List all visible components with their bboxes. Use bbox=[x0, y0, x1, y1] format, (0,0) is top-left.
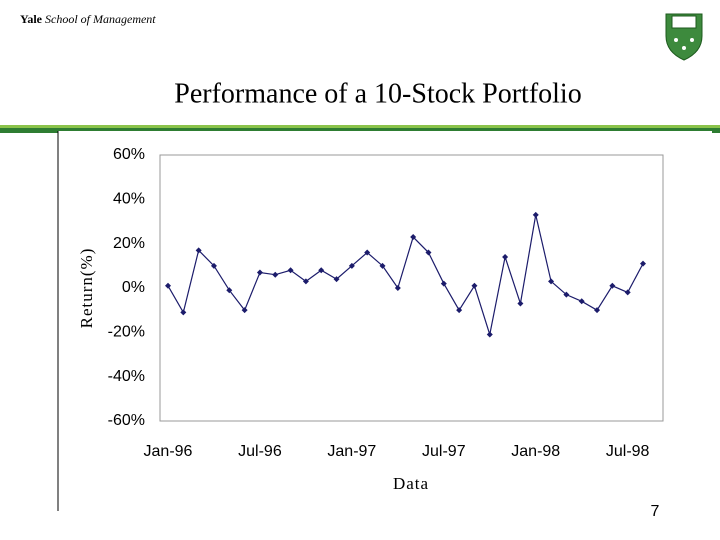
x-tick-label: Jul-97 bbox=[422, 443, 466, 460]
marker bbox=[348, 262, 355, 269]
header: Yale School of Management bbox=[20, 12, 156, 26]
marker bbox=[440, 280, 447, 287]
y-axis-label: Return(%) bbox=[77, 248, 96, 329]
marker bbox=[640, 260, 646, 267]
chart-area bbox=[58, 131, 712, 511]
x-tick-label: Jan-98 bbox=[511, 443, 560, 460]
marker bbox=[502, 253, 509, 260]
chart-title: Performance of a 10-Stock Portfolio bbox=[174, 78, 581, 109]
marker bbox=[379, 262, 386, 269]
y-tick-label: -40% bbox=[108, 368, 145, 385]
plot-area bbox=[159, 154, 664, 422]
x-tick-label: Jan-96 bbox=[144, 443, 193, 460]
x-axis-label: Data bbox=[393, 474, 429, 493]
y-tick-label: 0% bbox=[122, 279, 145, 296]
marker bbox=[256, 269, 263, 276]
marker bbox=[624, 289, 631, 296]
marker bbox=[563, 291, 570, 298]
marker bbox=[594, 307, 601, 314]
marker bbox=[548, 278, 555, 285]
marker bbox=[165, 282, 171, 289]
x-tick-label: Jul-98 bbox=[606, 443, 650, 460]
y-tick-label: 60% bbox=[113, 146, 145, 163]
y-tick-label: 40% bbox=[113, 191, 145, 208]
line bbox=[167, 214, 644, 335]
marker bbox=[241, 307, 248, 314]
marker bbox=[226, 287, 233, 294]
x-tick-label: Jan-97 bbox=[327, 443, 376, 460]
header-unit: School of Management bbox=[45, 12, 156, 26]
marker bbox=[180, 309, 187, 316]
marker bbox=[210, 262, 217, 269]
x-tick-label: Jul-96 bbox=[238, 443, 282, 460]
marker bbox=[394, 285, 401, 291]
y-tick-label: 20% bbox=[113, 235, 145, 252]
title-band bbox=[0, 125, 720, 133]
marker bbox=[456, 307, 463, 314]
y-tick-label: -60% bbox=[108, 412, 145, 429]
marker bbox=[609, 282, 616, 289]
marker bbox=[532, 211, 539, 218]
header-brand: Yale bbox=[20, 12, 43, 26]
title-band-highlight bbox=[0, 125, 720, 128]
marker bbox=[486, 331, 493, 338]
marker bbox=[364, 249, 371, 256]
marker bbox=[272, 271, 279, 278]
y-tick-label: -20% bbox=[108, 324, 145, 341]
marker bbox=[471, 282, 478, 289]
marker bbox=[287, 267, 294, 274]
marker bbox=[578, 298, 585, 305]
marker bbox=[318, 267, 325, 274]
marker bbox=[425, 249, 432, 256]
logo bbox=[665, 13, 703, 61]
marker bbox=[517, 300, 524, 307]
marker bbox=[410, 234, 417, 241]
page-number: 7 bbox=[651, 503, 660, 520]
marker bbox=[333, 276, 340, 283]
marker bbox=[302, 278, 309, 285]
marker bbox=[195, 247, 202, 254]
